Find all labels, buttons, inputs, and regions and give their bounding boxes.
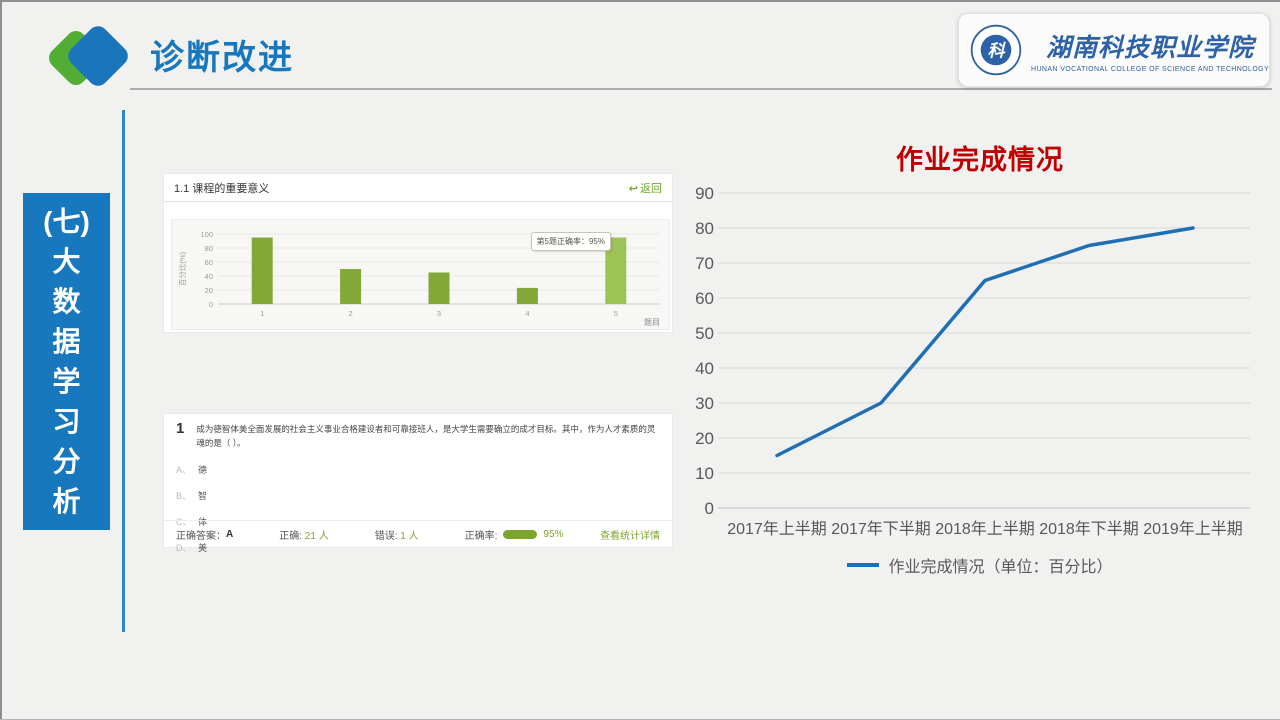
section-label-line: 析	[52, 485, 81, 517]
option-row-b: B、 智	[164, 489, 672, 502]
vertical-accent-line	[122, 110, 125, 632]
section-label-line: 大	[52, 245, 81, 277]
header-divider	[130, 88, 1272, 90]
college-logo: 科 湖南科技职业学院 HUNAN VOCATIONAL COLLEGE OF S…	[958, 13, 1270, 87]
svg-text:60: 60	[695, 289, 714, 308]
emblem-glyph: 科	[987, 41, 1006, 60]
section-label-line: 数	[52, 285, 81, 317]
answer-value: A	[226, 528, 234, 540]
option-letter: D、	[176, 543, 192, 553]
svg-text:4: 4	[525, 309, 529, 318]
correct-value: 21 人	[304, 530, 329, 542]
section-label-line: 分	[52, 445, 81, 477]
svg-text:百分比(%): 百分比(%)	[177, 251, 187, 286]
svg-text:90: 90	[695, 185, 714, 203]
chart-legend: 作业完成情况（单位：百分比）	[690, 553, 1270, 577]
svg-text:3: 3	[437, 309, 441, 318]
mini-bar-chart-panel: 0 20 40 60 80 100 百分比(%) 1 2 3 4 5 题目 第5题正确率：95%	[171, 219, 670, 330]
option-letter: C、	[176, 517, 192, 527]
svg-text:0: 0	[705, 499, 714, 518]
wrong-value: 1 人	[400, 530, 419, 542]
college-name-cn: 湖南科技职业学院	[1046, 34, 1255, 62]
screenshot-question-card: 1 成为德智体美全面发展的社会主义事业合格建设者和可靠接班人，是大学生需要确立的…	[163, 413, 673, 553]
section-label-box: (七) 大 数 据 学 习 分 析	[23, 193, 110, 530]
page-title: 诊断改进	[150, 39, 294, 77]
view-stats-detail-link[interactable]: 查看统计详情	[600, 530, 660, 542]
question-text: 成为德智体美全面发展的社会主义事业合格建设者和可靠接班人，是大学生需要确立的成才…	[196, 424, 656, 448]
option-row-a: A、 德	[164, 463, 672, 476]
svg-text:20: 20	[205, 286, 213, 295]
back-link[interactable]: ↩ 返回	[629, 180, 662, 196]
correct-label: 正确:	[279, 530, 303, 542]
svg-text:10: 10	[695, 464, 714, 483]
college-emblem-icon: 科	[970, 24, 1022, 76]
svg-text:2018年上半期: 2018年上半期	[935, 520, 1035, 538]
svg-text:50: 50	[695, 324, 714, 343]
svg-text:80: 80	[205, 244, 213, 253]
svg-text:0: 0	[209, 300, 213, 309]
chart-title: 作业完成情况	[896, 145, 1064, 175]
svg-text:40: 40	[695, 359, 714, 378]
back-arrow-icon: ↩	[628, 183, 638, 195]
option-text: 体	[198, 517, 208, 527]
section-label-line: (七)	[43, 205, 90, 237]
svg-text:100: 100	[200, 230, 213, 239]
option-text: 德	[198, 465, 208, 475]
svg-text:题目: 题目	[644, 318, 660, 327]
svg-text:2017年上半期: 2017年上半期	[727, 520, 827, 538]
svg-text:70: 70	[695, 254, 714, 273]
wrong-label: 错误:	[374, 530, 398, 542]
svg-text:5: 5	[614, 309, 618, 318]
slide-left-border	[0, 0, 2, 720]
answer-label: 正确答案：	[176, 530, 226, 542]
legend-line-swatch-icon	[847, 563, 880, 567]
legend-label: 作业完成情况（单位：百分比）	[888, 559, 1113, 576]
rate-progress-bar	[503, 529, 538, 539]
line-chart-area: 0 10 20 30 40 50 60 70 80 90 2017年上半期 2017年下半期 2018年…	[690, 184, 1270, 545]
svg-text:2019年上半期: 2019年上半期	[1143, 520, 1243, 538]
svg-text:80: 80	[695, 219, 714, 238]
svg-text:60: 60	[205, 258, 213, 267]
bar-chart-tooltip: 第5题正确率：95%	[530, 232, 611, 251]
svg-text:2018年下半期: 2018年下半期	[1039, 520, 1139, 538]
option-row-d: D、 美	[164, 541, 672, 554]
svg-text:2017年下半期: 2017年下半期	[831, 520, 931, 538]
quiz-section-title: 1.1 课程的重要意义	[174, 183, 270, 195]
rate-label: 正确率:	[464, 530, 498, 542]
section-label-line: 据	[52, 325, 81, 357]
screenshot-bar-chart-card: 1.1 课程的重要意义 ↩ 返回 0 20 40 60 80 100 百分比(%) 1 2 3 4 5 题…	[163, 173, 673, 333]
svg-text:30: 30	[695, 394, 714, 413]
option-letter: B、	[176, 491, 192, 501]
question-number: 1	[176, 420, 185, 437]
rate-value: 95%	[543, 528, 564, 540]
title-diamond-icon	[44, 22, 132, 90]
slide-top-border	[0, 0, 1280, 2]
section-label-line: 学	[52, 365, 81, 397]
question-stats-footer: 正确答案： A 正确: 21 人 错误: 1 人 正确率: 95% 查看统计详情	[164, 520, 672, 547]
option-text: 智	[198, 491, 208, 501]
svg-text:20: 20	[695, 429, 714, 448]
svg-text:2: 2	[349, 309, 353, 318]
option-letter: A、	[176, 465, 192, 475]
svg-text:1: 1	[260, 309, 264, 318]
back-label: 返回	[640, 183, 662, 195]
section-label-line: 习	[52, 405, 81, 437]
option-row-c: C、 体	[164, 515, 672, 528]
college-name-en: HUNAN VOCATIONAL COLLEGE OF SCIENCE AND …	[1031, 65, 1270, 73]
option-text: 美	[198, 543, 208, 553]
svg-text:40: 40	[205, 272, 213, 281]
